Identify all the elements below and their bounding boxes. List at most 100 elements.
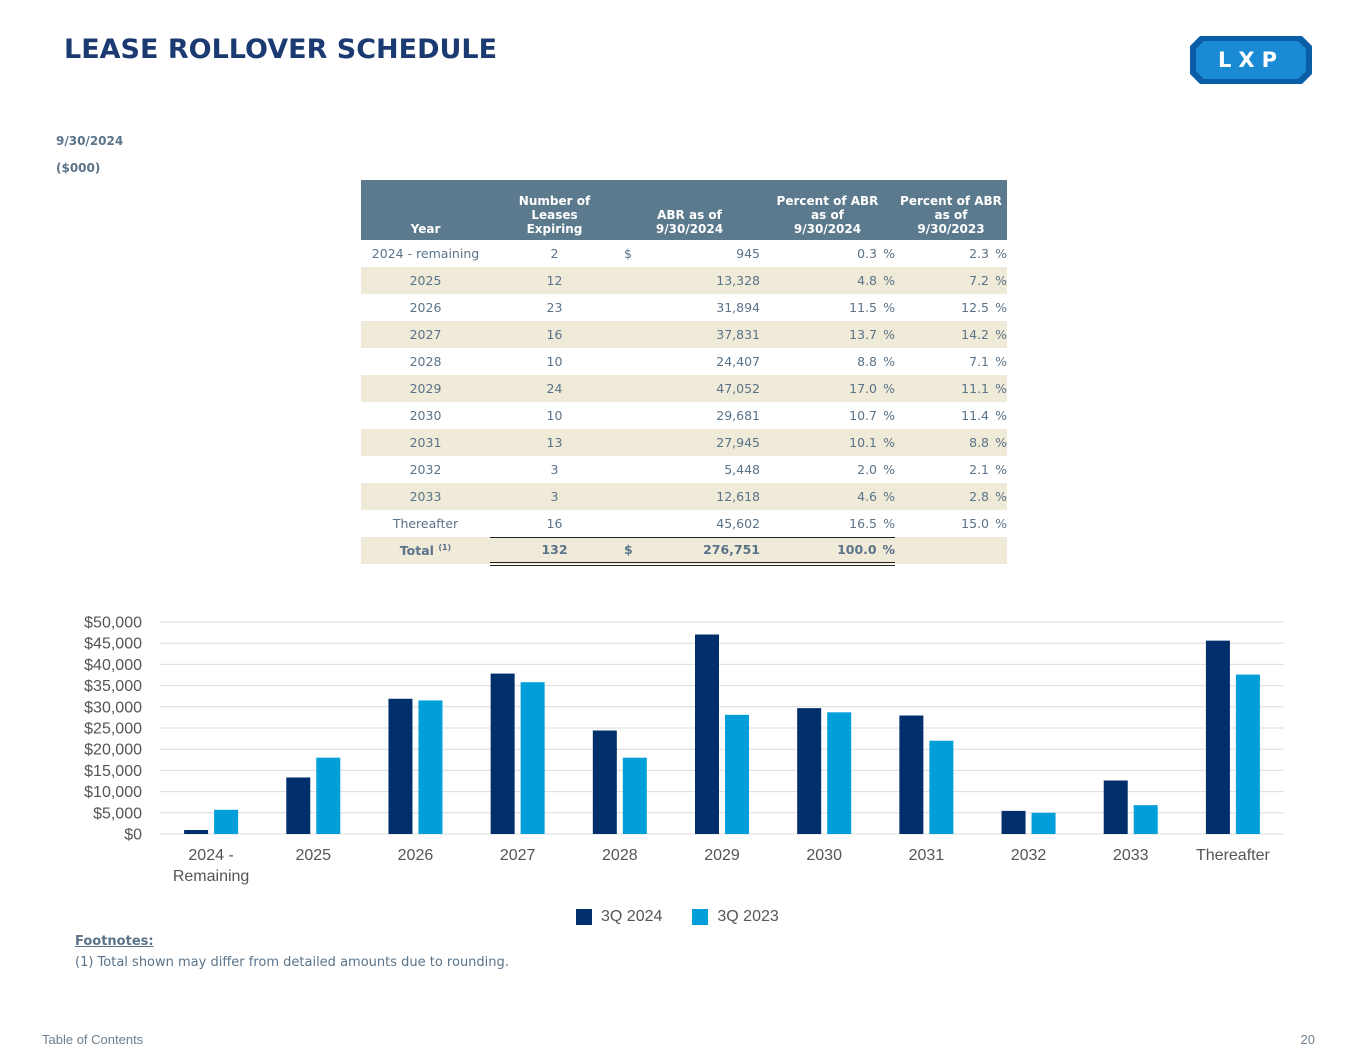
cell-year: 2028 bbox=[409, 354, 442, 369]
bar-3q-2024 bbox=[1001, 810, 1026, 834]
header-pct-2023: Percent of ABR as of 9/30/2023 bbox=[895, 180, 1007, 240]
cell-leases: 13 bbox=[490, 429, 619, 456]
table-row: 2032 3 5,448 2.0 % 2.1 % bbox=[361, 456, 1007, 483]
cell-total-pct-2023 bbox=[895, 537, 1007, 564]
cell-dollar bbox=[619, 429, 639, 456]
cell-leases: 16 bbox=[490, 321, 619, 348]
lease-rollover-table: Year Number of Leases Expiring ABR as of 9/… bbox=[361, 180, 1007, 566]
cell-pct-2023: 7.1 % bbox=[969, 354, 1007, 369]
bar-3q-2023 bbox=[1235, 674, 1260, 834]
cell-leases: 10 bbox=[546, 408, 563, 423]
bar-3q-2023 bbox=[214, 809, 239, 834]
x-tick-label: 2026 bbox=[398, 847, 434, 864]
y-tick-label: $30,000 bbox=[84, 699, 142, 716]
cell-pct-2023: 15.0 % bbox=[961, 516, 1007, 531]
cell-dollar bbox=[619, 321, 639, 348]
table-of-contents-link[interactable]: Table of Contents bbox=[42, 1032, 144, 1047]
y-tick-label: $5,000 bbox=[93, 805, 142, 822]
cell-pct-2024: 10.7 % bbox=[849, 408, 895, 423]
cell-total-abr: 276,751 bbox=[639, 536, 760, 566]
table-row: 2027 16 37,831 13.7 % 14.2 % bbox=[361, 321, 1007, 348]
legend-item-3q-2024: 3Q 2024 bbox=[576, 908, 662, 926]
bar-3q-2024 bbox=[695, 634, 719, 834]
bar-3q-2023 bbox=[1031, 812, 1056, 834]
x-tick-label: 2033 bbox=[1113, 847, 1149, 864]
bar-3q-2024 bbox=[388, 698, 413, 834]
cell-year: 2027 bbox=[361, 321, 490, 348]
cell-dollar bbox=[619, 348, 639, 375]
cell-leases: 3 bbox=[550, 462, 559, 477]
footnote-1: (1) Total shown may differ from detailed… bbox=[75, 955, 509, 970]
header-pct-2024: Percent of ABR as of 9/30/2024 bbox=[760, 180, 895, 240]
cell-year: 2025 bbox=[361, 267, 490, 294]
bar-3q-2023 bbox=[316, 757, 341, 834]
bar-3q-2024 bbox=[899, 715, 924, 834]
cell-pct-2023: 8.8 % bbox=[895, 429, 1007, 456]
cell-pct-2024: 4.8 % bbox=[760, 267, 895, 294]
cell-pct-2023: 2.8 % bbox=[895, 483, 1007, 510]
bar-3q-2023 bbox=[827, 712, 852, 834]
x-tick-label: 2029 bbox=[704, 847, 740, 864]
table-row: 2024 - remaining 2 $945 0.3 % 2.3 % bbox=[361, 240, 1007, 267]
y-tick-label: $35,000 bbox=[84, 678, 142, 695]
table-row: 2030 10 29,681 10.7 % 11.4 % bbox=[361, 402, 1007, 429]
legend-swatch-3q-2023 bbox=[692, 909, 709, 925]
cell-leases: 3 bbox=[490, 483, 619, 510]
bar-3q-2023 bbox=[520, 682, 545, 834]
cell-year: 2032 bbox=[409, 462, 442, 477]
bar-3q-2023 bbox=[725, 714, 749, 834]
page-title: LEASE ROLLOVER SCHEDULE bbox=[64, 34, 498, 65]
cell-year: 2024 - remaining bbox=[371, 246, 480, 261]
bar-3q-2024 bbox=[1205, 640, 1230, 834]
table-header-row: Year Number of Leases Expiring ABR as of 9/… bbox=[361, 180, 1007, 240]
bar-3q-2023 bbox=[418, 700, 443, 834]
y-tick-label: $50,000 bbox=[84, 615, 142, 632]
cell-total-label: Total (1) bbox=[361, 537, 490, 564]
cell-year: 2026 bbox=[409, 300, 442, 315]
table-row: Thereafter 16 45,602 16.5 % 15.0 % bbox=[361, 510, 1007, 537]
legend-item-3q-2023: 3Q 2023 bbox=[692, 908, 779, 926]
footnotes-heading: Footnotes: bbox=[75, 934, 154, 949]
cell-pct-2024: 16.5 % bbox=[849, 515, 895, 531]
cell-pct-2024: 0.3 % bbox=[857, 246, 895, 261]
bar-3q-2024 bbox=[592, 730, 617, 834]
x-tick-label: Thereafter bbox=[1196, 847, 1270, 864]
cell-dollar bbox=[619, 510, 639, 537]
cell-total-leases: 132 bbox=[490, 536, 619, 566]
table-row: 2031 13 27,945 10.1 % 8.8 % bbox=[361, 429, 1007, 456]
y-tick-label: $40,000 bbox=[84, 657, 142, 674]
lxp-logo: LXP bbox=[1190, 36, 1312, 84]
cell-leases: 16 bbox=[546, 515, 563, 531]
cell-pct-2023: 2.1 % bbox=[969, 462, 1007, 477]
header-leases: Number of Leases Expiring bbox=[490, 180, 619, 240]
x-tick-label: 2028 bbox=[602, 847, 638, 864]
y-tick-label: $10,000 bbox=[84, 784, 142, 801]
x-tick-label: 2032 bbox=[1011, 847, 1047, 864]
cell-abr: 13,328 bbox=[639, 267, 760, 294]
cell-year: 2029 bbox=[361, 375, 490, 402]
cell-abr: 37,831 bbox=[639, 321, 760, 348]
x-tick-label: 2031 bbox=[909, 847, 945, 864]
cell-dollar bbox=[619, 456, 639, 483]
cell-dollar bbox=[619, 483, 639, 510]
units-label: ($000) bbox=[56, 161, 101, 175]
cell-abr: 29,681 bbox=[716, 408, 760, 423]
cell-dollar bbox=[619, 267, 639, 294]
bar-3q-2024 bbox=[797, 708, 822, 834]
cell-leases: 2 bbox=[550, 246, 559, 261]
cell-dollar bbox=[619, 294, 639, 321]
bar-3q-2023 bbox=[929, 740, 954, 834]
y-tick-label: $20,000 bbox=[84, 742, 142, 759]
cell-pct-2023: 7.2 % bbox=[895, 267, 1007, 294]
bar-3q-2023 bbox=[1133, 805, 1158, 834]
y-tick-label: $0 bbox=[124, 827, 142, 844]
cell-abr: 945 bbox=[736, 246, 760, 261]
cell-dollar: $ bbox=[624, 246, 632, 261]
cell-abr: 45,602 bbox=[716, 515, 760, 531]
cell-leases: 23 bbox=[546, 300, 563, 315]
report-date: 9/30/2024 bbox=[56, 134, 124, 148]
cell-year: 2033 bbox=[361, 483, 490, 510]
page-number: 20 bbox=[1300, 1032, 1315, 1047]
cell-pct-2024: 11.5 % bbox=[849, 300, 895, 315]
cell-dollar bbox=[619, 375, 639, 402]
